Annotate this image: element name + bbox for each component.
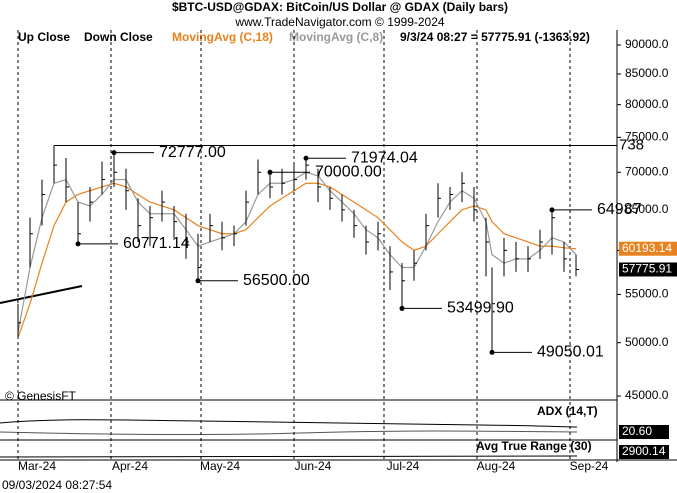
y-tick-label: 85000.0 [625,66,669,80]
price-value: 57775.91 [622,262,672,276]
copyright: © GenesisFT [5,389,77,403]
peak-label: 738 [619,136,644,153]
legend-quote: 9/3/24 08:27 = 57775.91 (-1363.92) [400,30,590,44]
annotation-dot [399,305,405,311]
adx-box [619,425,669,439]
moving-average [17,171,577,333]
legend-entry: MovingAvg (C,8) [289,30,383,44]
annotation-label: 64987 [597,201,642,218]
atr-box [619,445,669,459]
x-tick-label: May-24 [200,459,240,473]
y-tick-label: 70000.0 [625,164,669,178]
legend-entry: MovingAvg (C,18) [172,30,273,44]
annotation-label: 60771.14 [123,235,190,252]
y-tick-label: 55000.0 [625,287,669,301]
atr-line [0,455,578,458]
y-tick-label: 80000.0 [625,97,669,111]
legend-up: Up Close [18,30,70,44]
legend-down: Down Close [84,30,153,44]
y-tick-label: 45000.0 [625,388,669,402]
x-tick-label: Sep-24 [570,459,609,473]
annotation-label: 70000.00 [315,164,382,181]
x-tick-label: Mar-24 [18,459,56,473]
annotation-dot [303,155,309,161]
y-tick-label: 75000.0 [625,130,669,144]
y-tick-label: 65000.0 [625,202,669,216]
annotation-dot [195,278,201,284]
atr-value: 2900.14 [622,444,666,458]
ma-box [619,241,677,256]
x-tick-label: Jun-24 [295,459,332,473]
x-tick-label: Jul-24 [387,459,420,473]
moving-average [17,182,577,338]
price-box [619,262,677,277]
adx-label: ADX (14,T) [537,404,598,418]
annotation-dot [267,169,273,175]
ma-value: 60193.14 [622,241,672,255]
x-tick-label: Apr-24 [112,459,148,473]
adx-value: 20.60 [622,424,652,438]
y-tick-label: 50000.0 [625,335,669,349]
y-tick-label: 90000.0 [625,37,669,51]
timestamp: 09/03/2024 08:27:54 [2,478,112,492]
annotation-label: 53499.90 [447,300,514,317]
annotation-label: 71974.04 [351,149,418,166]
trend-line [0,285,83,304]
annotation-label: 49050.01 [537,344,604,361]
annotation-label: 72777.00 [159,144,226,161]
adx-line [0,419,578,428]
annotation-label: 56500.00 [243,272,310,289]
x-tick-label: Aug-24 [477,459,516,473]
chart-subtitle: www.TradeNavigator.com © 1999-2024 [234,15,444,29]
annotation-dot [549,207,555,213]
adx-di-line [0,430,578,436]
annotation-dot [75,241,81,247]
atr-label: Avg True Range (30) [476,439,592,453]
annotation-dot [489,349,495,355]
annotation-dot [111,150,117,156]
chart-title: $BTC-USD@GDAX: BitCoin/US Dollar @ GDAX … [172,0,508,14]
